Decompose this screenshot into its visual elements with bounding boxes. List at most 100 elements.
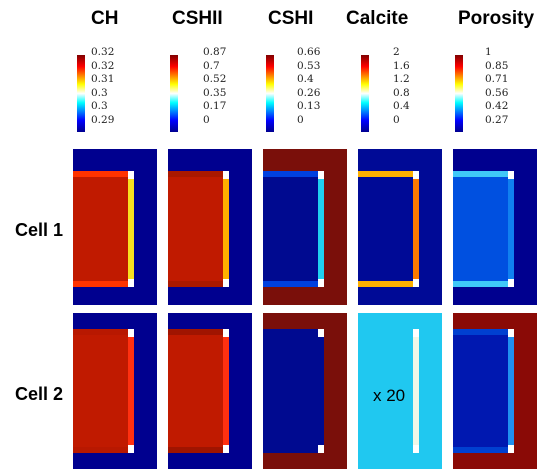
sample-corner	[318, 445, 324, 453]
sample-top-edge	[358, 171, 414, 177]
sample-side-edge	[128, 179, 134, 279]
sample-bottom-edge	[358, 447, 414, 453]
tick-label: 0.13	[297, 100, 321, 112]
tick-label: 0.4	[297, 73, 314, 85]
tick-label: 1	[485, 46, 492, 58]
sample-top-edge	[73, 171, 129, 177]
tick-label: 0.32	[91, 46, 115, 58]
tick-label: 0.87	[203, 46, 227, 58]
sample-block	[453, 329, 509, 453]
sample-corner	[318, 329, 324, 337]
sample-corner	[128, 329, 134, 337]
colorbar-ticks-porosity: 1 0.85 0.71 0.56 0.42 0.27	[485, 46, 508, 127]
row-label-cell-2: Cell 2	[15, 384, 64, 404]
colorbar-calcite	[361, 55, 369, 132]
sample-corner	[128, 171, 134, 179]
sample-corner	[223, 445, 229, 453]
sample-block	[263, 329, 319, 453]
colorbar-ch	[77, 55, 85, 132]
tick-label: 1.2	[393, 73, 410, 85]
sample-corner	[508, 279, 514, 287]
sample-block	[73, 171, 129, 287]
colorbar-ticks-calcite: 2 1.6 1.2 0.8 0.4 0	[393, 46, 410, 127]
colorbar-ticks-ch: 0.32 0.32 0.31 0.3 0.3 0.29	[91, 46, 114, 127]
sample-top-edge	[263, 171, 319, 177]
heatmap-panel-ch-2	[73, 313, 157, 469]
row-label-cell-1: Cell 1	[15, 220, 64, 240]
sample-bottom-edge	[73, 281, 129, 287]
tick-label: 0	[203, 113, 210, 126]
tick-label: 0.3	[91, 86, 108, 99]
tick-label: 0.42	[485, 100, 509, 112]
calcite-scale-annotation: x 20	[373, 386, 406, 405]
tick-label: 0.85	[485, 59, 509, 72]
tick-label: 0.71	[485, 73, 509, 85]
sample-bottom-edge	[168, 447, 224, 453]
sample-corner	[223, 329, 229, 337]
tick-label: 0.17	[203, 100, 227, 112]
sample-bottom-edge	[453, 281, 509, 287]
colorbar-cshi	[266, 55, 274, 132]
sample-side-edge	[413, 337, 419, 445]
sample-top-edge	[73, 329, 129, 335]
sample-bottom-edge	[358, 281, 414, 287]
sample-block	[168, 329, 224, 453]
tick-label: 0.66	[297, 46, 321, 58]
colorbar-porosity	[455, 55, 463, 132]
tick-label: 0.8	[393, 86, 410, 99]
sample-side-edge	[508, 337, 514, 445]
sample-corner	[508, 445, 514, 453]
sample-top-edge	[263, 329, 319, 335]
column-title-ch: CH	[91, 8, 119, 29]
tick-label: 0.4	[393, 100, 410, 112]
sample-bottom-edge	[73, 447, 129, 453]
sample-block	[358, 329, 414, 453]
heatmap-panel-calcite-1	[358, 149, 442, 305]
tick-label: 2	[393, 46, 400, 58]
sample-side-edge	[128, 337, 134, 445]
sample-bottom-edge	[263, 447, 319, 453]
sample-bottom-edge	[263, 281, 319, 287]
heatmap-panel-porosity-2	[453, 313, 537, 469]
sample-corner	[413, 329, 419, 337]
tick-label: 0	[393, 113, 400, 126]
sample-corner	[413, 279, 419, 287]
sample-corner	[128, 445, 134, 453]
sample-top-edge	[168, 171, 224, 177]
sample-corner	[223, 171, 229, 179]
sample-side-edge	[413, 179, 419, 279]
sample-corner	[413, 171, 419, 179]
sample-corner	[318, 171, 324, 179]
tick-label: 0.35	[203, 86, 227, 99]
heatmap-panel-calcite-2	[358, 313, 442, 469]
sample-side-edge	[318, 179, 324, 279]
sample-top-edge	[453, 171, 509, 177]
column-title-calcite: Calcite	[346, 8, 409, 29]
column-title-cshii: CSHII	[172, 8, 223, 29]
sample-top-edge	[358, 329, 414, 335]
tick-label: 0.7	[203, 59, 220, 72]
sample-corner	[128, 279, 134, 287]
sample-bottom-edge	[168, 281, 224, 287]
sample-bottom-edge	[453, 447, 509, 453]
sample-corner	[508, 329, 514, 337]
colorbar-ticks-cshi: 0.66 0.53 0.4 0.26 0.13 0	[297, 46, 320, 127]
tick-label: 0.3	[91, 100, 108, 112]
sample-block	[453, 171, 509, 287]
sample-block	[168, 171, 224, 287]
sample-block	[358, 171, 414, 287]
sample-side-edge	[508, 179, 514, 279]
sample-corner	[318, 279, 324, 287]
colorbar-ticks-cshii: 0.87 0.7 0.52 0.35 0.17 0	[203, 46, 226, 127]
tick-label: 0.32	[91, 59, 115, 72]
sample-top-edge	[168, 329, 224, 335]
tick-label: 0.29	[91, 113, 115, 126]
sample-top-edge	[453, 329, 509, 335]
column-title-cshi: CSHI	[268, 8, 314, 29]
colorbar-cshii	[170, 55, 178, 132]
sample-corner	[508, 171, 514, 179]
sample-corner	[223, 279, 229, 287]
tick-label: 1.6	[393, 59, 410, 72]
heatmap-panel-ch-1	[73, 149, 157, 305]
tick-label: 0.27	[485, 113, 509, 126]
